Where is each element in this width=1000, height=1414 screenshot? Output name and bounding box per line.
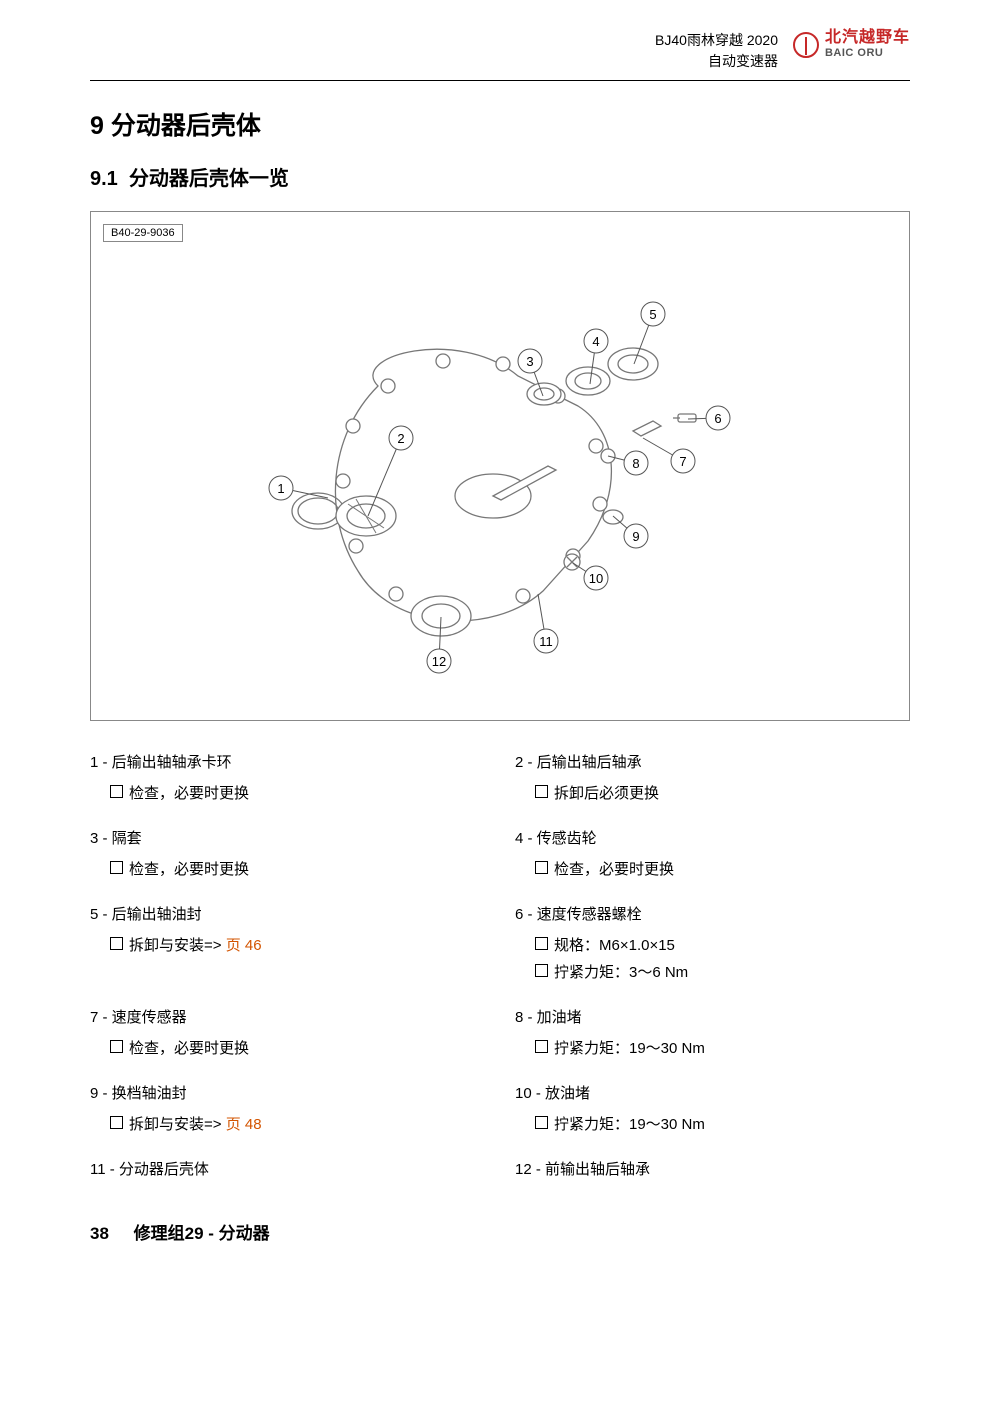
callout-number: 8 bbox=[632, 456, 639, 471]
part-note: 检查，必要时更换 bbox=[110, 858, 485, 879]
callout-number: 4 bbox=[592, 334, 599, 349]
figure-container: B40-29-9036 bbox=[90, 211, 910, 721]
part-title: 8 - 加油堵 bbox=[515, 1006, 910, 1027]
part-note: 拧紧力矩：3～6 Nm bbox=[535, 961, 910, 982]
callout-number: 5 bbox=[649, 307, 656, 322]
part-title: 6 - 速度传感器螺栓 bbox=[515, 903, 910, 924]
part-note: 拧紧力矩：19～30 Nm bbox=[535, 1037, 910, 1058]
page-link[interactable]: 页 46 bbox=[226, 937, 262, 954]
note-text: 拧紧力矩：3～6 Nm bbox=[554, 961, 688, 982]
footer-text: 修理组29 - 分动器 bbox=[134, 1224, 270, 1243]
section-name: 分动器后壳体 bbox=[111, 112, 261, 140]
note-text: 拧紧力矩：19～30 Nm bbox=[554, 1113, 705, 1134]
part-note: 拆卸与安装=> 页 48 bbox=[110, 1113, 485, 1134]
checkbox-icon bbox=[110, 785, 123, 798]
checkbox-icon bbox=[535, 937, 548, 950]
part-title: 11 - 分动器后壳体 bbox=[90, 1158, 485, 1179]
checkbox-icon bbox=[110, 861, 123, 874]
part-title: 1 - 后输出轴轴承卡环 bbox=[90, 751, 485, 772]
checkbox-icon bbox=[535, 861, 548, 874]
checkbox-icon bbox=[535, 785, 548, 798]
brand-logo: 北汽越野车 BAIC ORU bbox=[793, 30, 910, 59]
note-text: 检查，必要时更换 bbox=[129, 1037, 249, 1058]
header-sub-line: 自动变速器 bbox=[655, 51, 778, 72]
part-title: 2 - 后输出轴后轴承 bbox=[515, 751, 910, 772]
section-number: 9 bbox=[90, 112, 104, 140]
callout-number: 6 bbox=[714, 411, 721, 426]
note-text: 拆卸与安装=> 页 46 bbox=[129, 934, 262, 955]
part-item-9: 9 - 换档轴油封拆卸与安装=> 页 48 bbox=[90, 1082, 485, 1140]
subsection-title: 9.1 分动器后壳体一览 bbox=[90, 162, 910, 191]
part-title: 12 - 前输出轴后轴承 bbox=[515, 1158, 910, 1179]
note-text: 规格：M6×1.0×15 bbox=[554, 934, 675, 955]
note-text: 拧紧力矩：19～30 Nm bbox=[554, 1037, 705, 1058]
part-title: 9 - 换档轴油封 bbox=[90, 1082, 485, 1103]
note-text: 拆卸与安装=> 页 48 bbox=[129, 1113, 262, 1134]
part-item-6: 6 - 速度传感器螺栓规格：M6×1.0×15 拧紧力矩：3～6 Nm bbox=[515, 903, 910, 988]
callout-number: 7 bbox=[679, 454, 686, 469]
part-title: 10 - 放油堵 bbox=[515, 1082, 910, 1103]
part-note: 拆卸与安装=> 页 46 bbox=[110, 934, 485, 955]
part-title: 5 - 后输出轴油封 bbox=[90, 903, 485, 924]
note-text: 检查，必要时更换 bbox=[554, 858, 674, 879]
checkbox-icon bbox=[535, 1116, 548, 1129]
part-item-2: 2 - 后输出轴后轴承拆卸后必须更换 bbox=[515, 751, 910, 809]
note-text: 检查，必要时更换 bbox=[129, 782, 249, 803]
header-model-line: BJ40雨林穿越 2020 bbox=[655, 30, 778, 51]
page-footer: 38 修理组29 - 分动器 bbox=[90, 1219, 910, 1244]
part-note: 拧紧力矩：19～30 Nm bbox=[535, 1113, 910, 1134]
checkbox-icon bbox=[110, 937, 123, 950]
callout-number: 11 bbox=[539, 634, 553, 649]
subsection-number: 9.1 bbox=[90, 168, 118, 190]
part-item-5: 5 - 后输出轴油封拆卸与安装=> 页 46 bbox=[90, 903, 485, 988]
checkbox-icon bbox=[110, 1116, 123, 1129]
subsection-name: 分动器后壳体一览 bbox=[129, 168, 289, 190]
header-text: BJ40雨林穿越 2020 自动变速器 bbox=[655, 30, 778, 72]
part-item-12: 12 - 前输出轴后轴承 bbox=[515, 1158, 910, 1189]
callout-number: 1 bbox=[277, 481, 284, 496]
section-title: 9 分动器后壳体 bbox=[90, 106, 910, 142]
callout-number: 3 bbox=[526, 354, 533, 369]
part-item-4: 4 - 传感齿轮检查，必要时更换 bbox=[515, 827, 910, 885]
callout-number: 12 bbox=[432, 654, 446, 669]
part-item-3: 3 - 隔套检查，必要时更换 bbox=[90, 827, 485, 885]
page-header: BJ40雨林穿越 2020 自动变速器 北汽越野车 BAIC ORU bbox=[90, 30, 910, 81]
part-item-11: 11 - 分动器后壳体 bbox=[90, 1158, 485, 1189]
logo-en-text: BAIC ORU bbox=[825, 48, 910, 59]
exploded-diagram: 123456789101112 bbox=[148, 236, 788, 716]
checkbox-icon bbox=[110, 1040, 123, 1053]
part-note: 规格：M6×1.0×15 bbox=[535, 934, 910, 955]
checkbox-icon bbox=[535, 964, 548, 977]
part-note: 检查，必要时更换 bbox=[110, 1037, 485, 1058]
checkbox-icon bbox=[535, 1040, 548, 1053]
part-item-7: 7 - 速度传感器检查，必要时更换 bbox=[90, 1006, 485, 1064]
part-item-10: 10 - 放油堵拧紧力矩：19～30 Nm bbox=[515, 1082, 910, 1140]
part-note: 检查，必要时更换 bbox=[110, 782, 485, 803]
callout-number: 9 bbox=[632, 529, 639, 544]
part-title: 3 - 隔套 bbox=[90, 827, 485, 848]
page-number: 38 bbox=[90, 1224, 109, 1243]
logo-cn-text: 北汽越野车 bbox=[825, 30, 910, 46]
parts-list: 1 - 后输出轴轴承卡环检查，必要时更换 2 - 后输出轴后轴承拆卸后必须更换 … bbox=[90, 751, 910, 1189]
part-item-1: 1 - 后输出轴轴承卡环检查，必要时更换 bbox=[90, 751, 485, 809]
part-title: 7 - 速度传感器 bbox=[90, 1006, 485, 1027]
page-link[interactable]: 页 48 bbox=[226, 1116, 262, 1133]
note-text: 检查，必要时更换 bbox=[129, 858, 249, 879]
part-note: 检查，必要时更换 bbox=[535, 858, 910, 879]
part-item-8: 8 - 加油堵拧紧力矩：19～30 Nm bbox=[515, 1006, 910, 1064]
part-title: 4 - 传感齿轮 bbox=[515, 827, 910, 848]
note-text: 拆卸后必须更换 bbox=[554, 782, 659, 803]
callout-number: 10 bbox=[589, 571, 603, 586]
callout-number: 2 bbox=[397, 431, 404, 446]
logo-icon bbox=[793, 32, 819, 58]
part-note: 拆卸后必须更换 bbox=[535, 782, 910, 803]
